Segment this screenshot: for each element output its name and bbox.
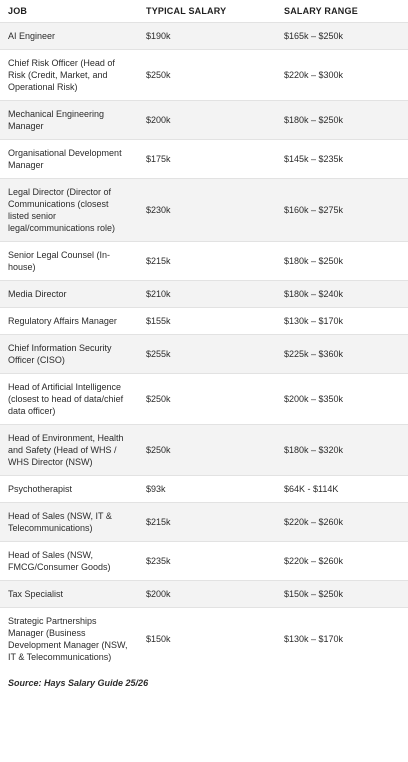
salary-range-cell: $225k – $360k [276,334,408,374]
job-cell: Legal Director (Director of Communicatio… [0,178,138,242]
typical-salary-cell: $215k [138,502,276,542]
typical-salary-cell: $200k [138,580,276,608]
job-cell: Psychotherapist [0,475,138,503]
salary-table-container: JOB TYPICAL SALARY SALARY RANGE AI Engin… [0,0,408,688]
salary-range-cell: $180k – $240k [276,280,408,308]
table-row: Tax Specialist $200k $150k – $250k [0,580,408,608]
table-row: Head of Artificial Intelligence (closest… [0,373,408,425]
salary-range-cell: $130k – $170k [276,607,408,670]
job-cell: Chief Risk Officer (Head of Risk (Credit… [0,49,138,101]
typical-salary-cell: $155k [138,307,276,335]
source-note: Source: Hays Salary Guide 25/26 [8,678,149,688]
salary-range-cell: $180k – $250k [276,100,408,140]
salary-range-cell: $220k – $260k [276,502,408,542]
table-row: Head of Sales (NSW, IT & Telecommunicati… [0,502,408,542]
job-cell: Senior Legal Counsel (In-house) [0,241,138,281]
table-row: Chief Risk Officer (Head of Risk (Credit… [0,49,408,101]
salary-range-cell: $150k – $250k [276,580,408,608]
typical-salary-cell: $235k [138,541,276,581]
job-cell: Head of Environment, Health and Safety (… [0,424,138,476]
job-cell: Tax Specialist [0,580,138,608]
table-row: Chief Information Security Officer (CISO… [0,334,408,374]
table-row: Head of Sales (NSW, FMCG/Consumer Goods)… [0,541,408,581]
typical-salary-cell: $255k [138,334,276,374]
typical-salary-cell: $150k [138,607,276,670]
typical-salary-cell: $190k [138,22,276,50]
job-cell: AI Engineer [0,22,138,50]
table-row: Senior Legal Counsel (In-house) $215k $180… [0,241,408,281]
table-row: Organisational Development Manager $175k $… [0,139,408,179]
salary-range-cell: $220k – $300k [276,49,408,101]
job-cell: Chief Information Security Officer (CISO… [0,334,138,374]
salary-range-cell: $200k – $350k [276,373,408,425]
table-header-row: JOB TYPICAL SALARY SALARY RANGE [0,0,408,23]
typical-salary-cell: $175k [138,139,276,179]
typical-salary-cell: $250k [138,373,276,425]
typical-salary-cell: $215k [138,241,276,281]
table-row: Mechanical Engineering Manager $200k $180k… [0,100,408,140]
salary-range-cell: $145k – $235k [276,139,408,179]
table-row: Head of Environment, Health and Safety (… [0,424,408,476]
table-row: Legal Director (Director of Communicatio… [0,178,408,242]
header-typical-salary: TYPICAL SALARY [146,6,227,16]
job-cell: Strategic Partnerships Manager (Business… [0,607,138,670]
table-row: AI Engineer $190k $165k – $250k [0,22,408,50]
salary-range-cell: $130k – $170k [276,307,408,335]
salary-range-cell: $64K - $114K [276,475,408,503]
table-row: Media Director $210k $180k – $240k [0,280,408,308]
table-row: Psychotherapist $93k $64K - $114K [0,475,408,503]
salary-range-cell: $180k – $250k [276,241,408,281]
job-cell: Media Director [0,280,138,308]
job-cell: Organisational Development Manager [0,139,138,179]
salary-table: JOB TYPICAL SALARY SALARY RANGE AI Engin… [0,0,408,670]
job-cell: Head of Sales (NSW, IT & Telecommunicati… [0,502,138,542]
header-salary-range: SALARY RANGE [284,6,358,16]
salary-range-cell: $165k – $250k [276,22,408,50]
table-row: Regulatory Affairs Manager $155k $130k – $… [0,307,408,335]
typical-salary-cell: $230k [138,178,276,242]
job-cell: Mechanical Engineering Manager [0,100,138,140]
salary-range-cell: $160k – $275k [276,178,408,242]
job-cell: Head of Artificial Intelligence (closest… [0,373,138,425]
typical-salary-cell: $250k [138,49,276,101]
job-cell: Head of Sales (NSW, FMCG/Consumer Goods) [0,541,138,581]
table-row: Strategic Partnerships Manager (Business… [0,607,408,670]
header-job: JOB [8,6,28,16]
typical-salary-cell: $200k [138,100,276,140]
typical-salary-cell: $250k [138,424,276,476]
salary-range-cell: $180k – $320k [276,424,408,476]
typical-salary-cell: $93k [138,475,276,503]
job-cell: Regulatory Affairs Manager [0,307,138,335]
salary-range-cell: $220k – $260k [276,541,408,581]
typical-salary-cell: $210k [138,280,276,308]
